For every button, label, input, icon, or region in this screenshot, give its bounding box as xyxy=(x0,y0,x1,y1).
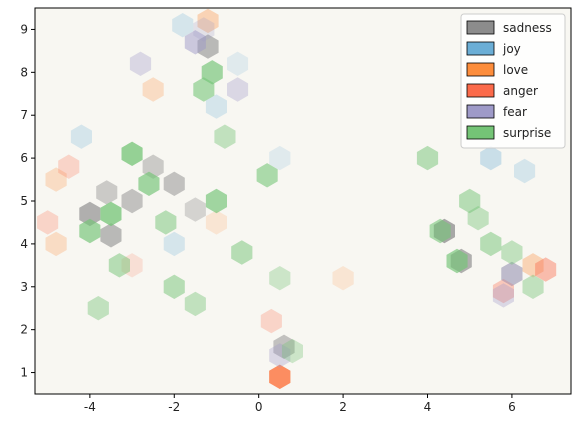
hex-bin xyxy=(467,206,489,231)
hex-bin xyxy=(269,364,291,389)
hex-bin xyxy=(45,231,67,257)
hex-bin xyxy=(522,274,544,299)
hex-bin xyxy=(100,201,122,227)
hex-bin xyxy=(142,77,164,102)
x-tick-label: 2 xyxy=(339,400,347,414)
hex-bin xyxy=(214,124,236,149)
legend-swatch xyxy=(466,104,495,119)
y-tick-label: 9 xyxy=(20,22,28,36)
hex-bin xyxy=(163,171,185,196)
hex-bin xyxy=(227,51,249,76)
hex-bin xyxy=(205,188,227,214)
hex-bin xyxy=(205,210,227,235)
x-tick-label: -2 xyxy=(168,400,180,414)
hex-bin xyxy=(227,77,249,102)
hex-bin xyxy=(100,223,122,248)
hex-bin xyxy=(501,240,523,265)
y-tick-label: 5 xyxy=(20,194,28,208)
hex-bin xyxy=(446,248,468,274)
hex-bin xyxy=(522,253,544,278)
hex-bin xyxy=(269,145,291,171)
hex-bin xyxy=(429,218,451,244)
hex-bin xyxy=(121,141,143,166)
hex-bin xyxy=(70,124,92,149)
x-tick-label: 4 xyxy=(424,400,432,414)
hex-bin xyxy=(231,240,253,265)
hex-bin xyxy=(256,163,278,188)
hex-bin xyxy=(480,231,502,257)
hex-bin xyxy=(96,180,118,205)
legend-label: anger xyxy=(503,84,538,98)
hex-bin xyxy=(492,278,514,304)
legend-label: fear xyxy=(503,105,527,119)
hex-bin xyxy=(501,261,523,287)
legend-label: joy xyxy=(502,42,521,56)
hex-bin xyxy=(121,188,143,214)
legend-label: sadness xyxy=(503,21,552,35)
legend-swatch xyxy=(466,125,495,140)
hex-bin xyxy=(129,51,152,76)
hex-bin xyxy=(58,154,80,179)
x-tick-label: 0 xyxy=(255,400,263,414)
hex-bin xyxy=(269,343,291,368)
hex-bin xyxy=(193,17,215,42)
hex-bin xyxy=(163,231,185,257)
hex-bin xyxy=(79,218,101,244)
hex-bin xyxy=(535,257,557,282)
hex-bin xyxy=(184,291,206,317)
legend-swatch xyxy=(466,62,495,77)
hex-bin xyxy=(79,201,101,227)
hex-bin xyxy=(197,8,219,34)
hex-bin xyxy=(459,188,481,214)
x-tick-label: 6 xyxy=(508,400,516,414)
legend-label: surprise xyxy=(503,126,551,140)
y-tick-label: 7 xyxy=(20,108,28,122)
hex-bin xyxy=(416,145,439,171)
legend-label: love xyxy=(503,63,528,77)
legend-swatch xyxy=(466,20,495,35)
hex-bin xyxy=(273,334,295,359)
hex-bin xyxy=(281,338,303,364)
y-tick-label: 8 xyxy=(20,65,28,79)
legend-swatch xyxy=(466,83,495,98)
x-tick-label: -4 xyxy=(84,400,96,414)
hex-bin xyxy=(172,13,194,38)
hex-bin xyxy=(260,308,282,334)
hex-bin xyxy=(45,167,67,192)
hex-bin xyxy=(87,296,109,321)
hex-bin xyxy=(205,94,227,119)
hex-bin xyxy=(332,266,354,291)
hex-bin xyxy=(184,30,206,55)
hex-bin xyxy=(108,253,130,278)
hex-bin xyxy=(163,274,185,299)
y-tick-label: 2 xyxy=(20,323,28,337)
hex-bin xyxy=(201,60,223,85)
y-tick-label: 3 xyxy=(20,280,28,294)
hex-bin xyxy=(501,261,523,287)
hex-bin xyxy=(269,266,291,291)
y-tick-label: 1 xyxy=(20,366,28,380)
y-tick-label: 6 xyxy=(20,151,28,165)
hex-bin xyxy=(492,283,514,308)
hex-bin xyxy=(138,171,160,196)
hex-bin xyxy=(514,158,536,184)
hex-bin xyxy=(37,210,59,235)
hex-bin xyxy=(184,197,206,222)
legend-swatch xyxy=(466,41,495,56)
hex-bin xyxy=(480,145,502,171)
hex-bin xyxy=(155,210,177,235)
hex-bin xyxy=(193,77,215,102)
y-tick-label: 4 xyxy=(20,237,28,251)
